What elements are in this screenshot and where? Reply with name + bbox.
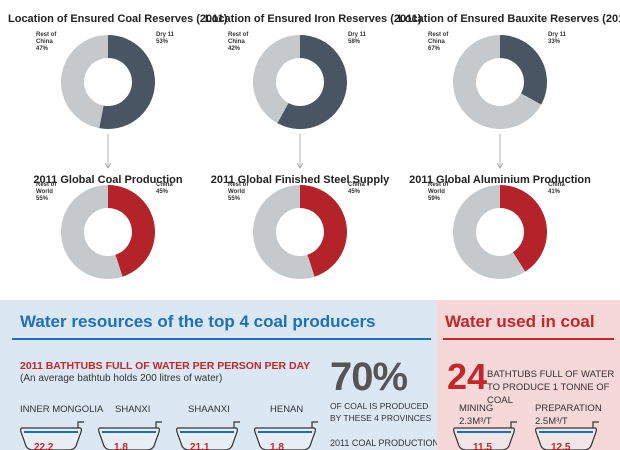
chart-title: 2011 Global Coal Production [33, 174, 182, 186]
region-label: SHANXI [115, 404, 151, 415]
chart-title: Location of Ensured Iron Reserves (2011) [205, 13, 422, 25]
water-use-value: 2.5M³/T [535, 416, 568, 427]
pie-slice [500, 35, 547, 105]
slice-label: China [36, 39, 53, 45]
chart-title: Location of Ensured Coal Reserves (2011) [8, 13, 228, 25]
arrow-head-icon [296, 162, 304, 169]
slice-value-label: 55% [228, 196, 241, 202]
water-use-name: PREPARATION [535, 403, 602, 414]
pie-slice [252, 35, 300, 124]
pie-slice [252, 185, 315, 279]
pie-slice [500, 185, 547, 272]
donut-charts: Location of Ensured Coal Reserves (2011)… [8, 13, 620, 279]
slice-label: Dry 11 [156, 32, 175, 38]
water-use-item: PREPARATION 2.5M³/T [535, 402, 602, 428]
water-resources-divider [12, 338, 431, 340]
slice-value-label: 67% [428, 46, 441, 52]
bathtub-icon [98, 421, 162, 450]
slice-label: Rest of [36, 32, 57, 38]
region-label: SHAANXI [188, 404, 230, 415]
slice-value-label: 59% [428, 196, 441, 202]
pie-slice [99, 35, 156, 130]
water-use-item: MINING 2.3M³/T [459, 402, 493, 428]
slice-label: China [348, 182, 365, 188]
coal-share-percent: 70% [330, 355, 408, 399]
slice-value-label: 55% [36, 196, 49, 202]
chart-title: Location of Ensured Bauxite Reserves (20… [398, 13, 620, 25]
slice-label: Rest of [228, 32, 249, 38]
coal-production-label: 2011 COAL PRODUCTION [330, 438, 437, 448]
pie-slice [108, 185, 155, 277]
slice-label: China [428, 39, 445, 45]
pie-slice [277, 35, 347, 129]
region-label: INNER MONGOLIA [20, 404, 104, 415]
slice-label: Rest of [428, 32, 449, 38]
bathtub-icon [535, 421, 599, 450]
bathtub-icon [254, 421, 318, 450]
slice-label: China [548, 182, 565, 188]
bathtub-icon [20, 421, 84, 450]
slice-label: World [228, 189, 245, 195]
water-used-panel: Water used in coal 24 BATHTUBS FULL OF W… [437, 300, 620, 450]
water-resources-title: Water resources of the top 4 coal produc… [20, 312, 376, 331]
chart-title: 2011 Global Aluminium Production [409, 174, 591, 186]
region-value: 21.1 [190, 442, 210, 450]
region-value: 1.8 [114, 442, 128, 450]
slice-label: World [428, 189, 445, 195]
slice-label: Rest of [428, 182, 449, 188]
chart-title: 2011 Global Finished Steel Supply [211, 174, 390, 186]
region-value: 1.8 [270, 442, 284, 450]
water-use-value: 2.3M³/T [459, 416, 492, 427]
pie-slice [60, 185, 123, 279]
pie-slice [61, 35, 108, 129]
slice-value-label: 33% [548, 39, 561, 45]
arrow-head-icon [496, 162, 504, 169]
region-value: 22.2 [34, 442, 54, 450]
bathtub-icon [453, 421, 517, 450]
slice-label: China [228, 39, 245, 45]
water-used-divider [443, 338, 614, 340]
slice-value-label: 45% [348, 189, 361, 195]
bathtub-note: (An average bathtub holds 200 litres of … [20, 373, 223, 384]
water-used-title: Water used in coal [445, 312, 595, 331]
slice-value-label: 58% [348, 39, 361, 45]
bathtubs-number: 24 [447, 356, 488, 397]
pie-slice [452, 185, 526, 279]
water-use-name: MINING [459, 403, 494, 414]
slice-label: China [156, 182, 173, 188]
slice-value-label: 53% [156, 39, 169, 45]
pie-slice [452, 35, 542, 130]
bathtub-icon [176, 421, 240, 450]
coal-share-description: OF COAL IS PRODUCED BY THESE 4 PROVINCES [330, 401, 432, 423]
slice-label: Dry 11 [548, 32, 567, 38]
slice-value-label: 41% [548, 189, 561, 195]
pie-slice [300, 185, 347, 277]
slice-value-label: 42% [228, 46, 241, 52]
region-label: HENAN [270, 404, 304, 415]
slice-value-label: 45% [156, 189, 169, 195]
slice-value-label: 47% [36, 46, 49, 52]
water-use-tub-value: 11.5 [473, 442, 492, 450]
bathtubs-description: BATHTUBS FULL OF WATER TO PRODUCE 1 TONN… [487, 369, 615, 406]
water-resources-panel: Water resources of the top 4 coal produc… [0, 300, 437, 450]
bathtubs-subtitle: 2011 BATHTUBS FULL OF WATER PER PERSON P… [20, 360, 311, 372]
slice-label: Dry 11 [348, 32, 367, 38]
arrow-head-icon [104, 162, 112, 169]
water-use-tub-value: 12.5 [551, 442, 571, 450]
slice-label: Rest of [36, 182, 57, 188]
slice-label: Rest of [228, 182, 249, 188]
slice-label: World [36, 189, 53, 195]
